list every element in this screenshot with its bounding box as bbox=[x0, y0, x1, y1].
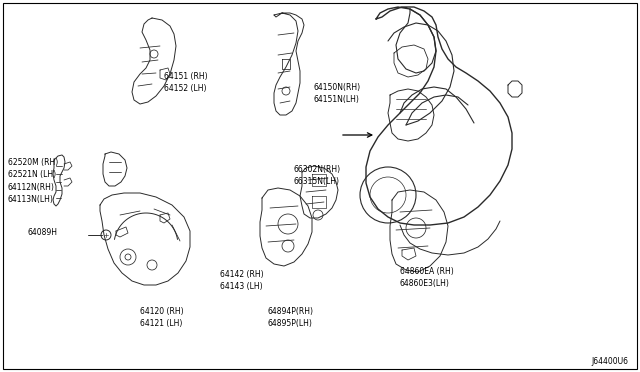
Text: 64112N(RH)
64113N(LH): 64112N(RH) 64113N(LH) bbox=[8, 183, 55, 204]
Text: 64150N(RH)
64151N(LH): 64150N(RH) 64151N(LH) bbox=[314, 83, 361, 104]
Text: 64120 (RH)
64121 (LH): 64120 (RH) 64121 (LH) bbox=[140, 307, 184, 328]
Text: 64151 (RH)
64152 (LH): 64151 (RH) 64152 (LH) bbox=[164, 72, 207, 93]
Text: 66302N(RH)
66315N(LH): 66302N(RH) 66315N(LH) bbox=[294, 165, 341, 186]
Text: 64142 (RH)
64143 (LH): 64142 (RH) 64143 (LH) bbox=[220, 270, 264, 291]
Text: 62520M (RH)
62521N (LH): 62520M (RH) 62521N (LH) bbox=[8, 158, 58, 179]
Text: J64400U6: J64400U6 bbox=[591, 357, 628, 366]
Text: 64894P(RH)
64895P(LH): 64894P(RH) 64895P(LH) bbox=[268, 307, 314, 328]
Text: 64860EA (RH)
64860E3(LH): 64860EA (RH) 64860E3(LH) bbox=[400, 267, 454, 288]
Text: 64089H: 64089H bbox=[28, 228, 58, 237]
